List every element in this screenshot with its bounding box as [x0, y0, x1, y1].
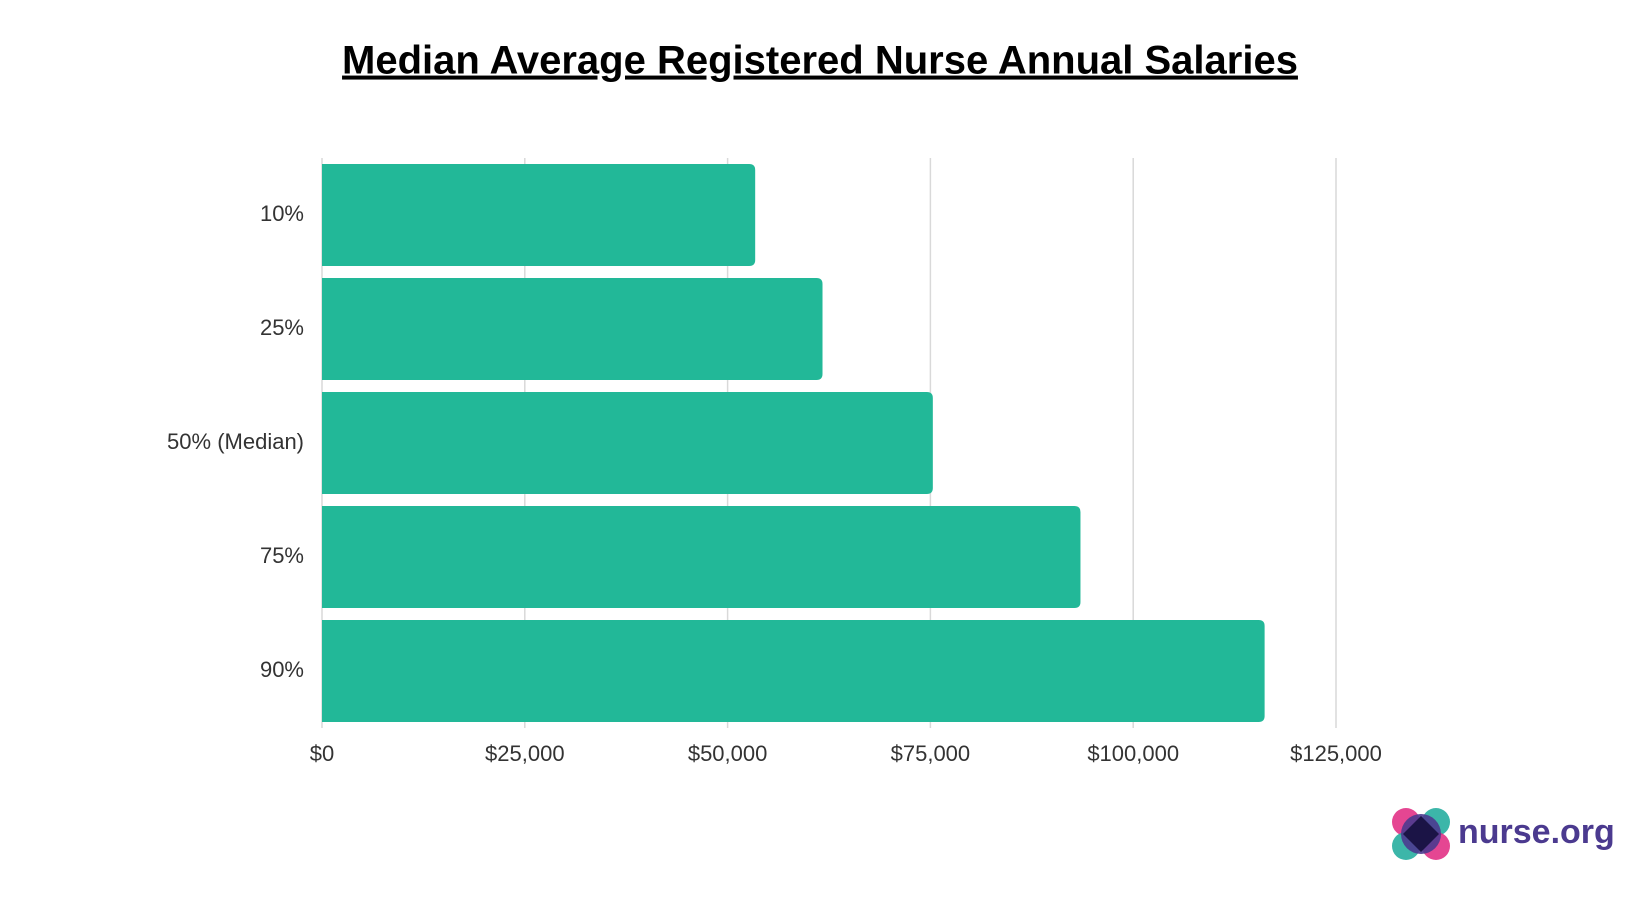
- x-tick-label: $25,000: [485, 741, 565, 766]
- chart-title: Median Average Registered Nurse Annual S…: [342, 39, 1298, 83]
- bar: [322, 620, 1265, 722]
- x-tick-label: $100,000: [1087, 741, 1179, 766]
- bar: [322, 278, 823, 380]
- plot-area: $0 $25,000 $50,000 $75,000 $100,000 $125,000 1…: [167, 158, 1382, 766]
- y-tick-label: 90%: [260, 657, 304, 682]
- x-tick-label: $0: [310, 741, 334, 766]
- y-tick-label: 75%: [260, 543, 304, 568]
- logo-text: nurse.org: [1458, 813, 1615, 851]
- x-tick-label: $125,000: [1290, 741, 1382, 766]
- bar: [322, 506, 1081, 608]
- x-tick-label: $75,000: [891, 741, 971, 766]
- y-tick-label: 50% (Median): [167, 429, 304, 454]
- y-tick-label: 25%: [260, 315, 304, 340]
- bar: [322, 164, 756, 266]
- y-tick-label: 10%: [260, 201, 304, 226]
- x-tick-label: $50,000: [688, 741, 768, 766]
- bar: [322, 392, 933, 494]
- logo-icon: [1392, 808, 1450, 860]
